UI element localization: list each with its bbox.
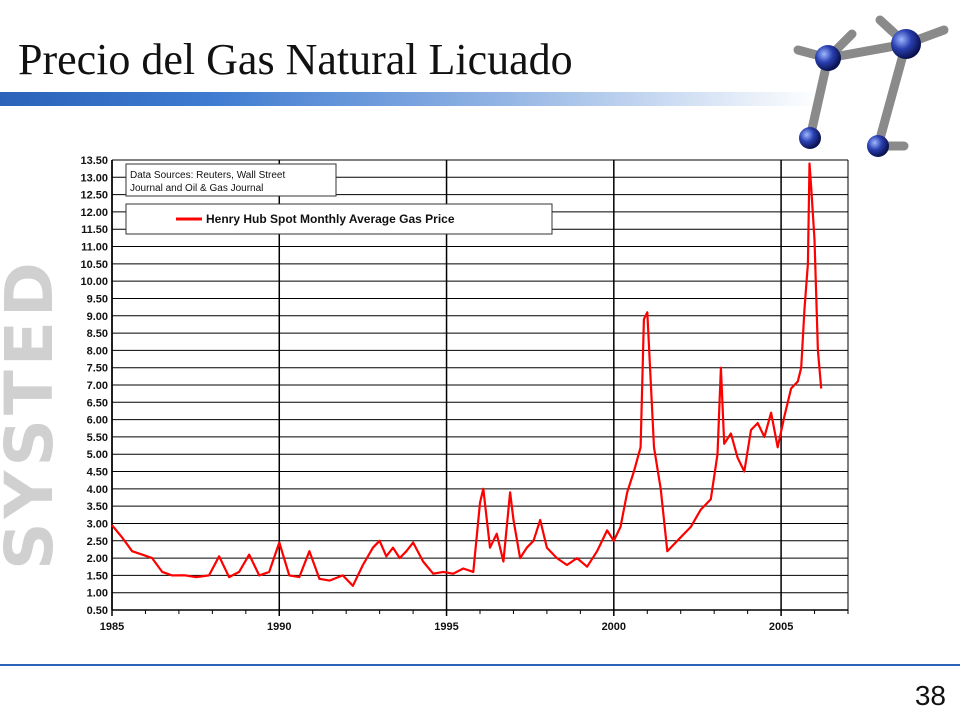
slide-title: Precio del Gas Natural Licuado (18, 35, 573, 84)
y-tick-label: 12.50 (80, 190, 108, 202)
y-tick-label: 11.00 (81, 242, 108, 254)
y-tick-label: 12.00 (80, 207, 108, 219)
y-tick-label: 3.50 (87, 501, 108, 513)
y-tick-label: 9.50 (87, 293, 108, 305)
series-line-0 (111, 162, 823, 587)
y-tick-label: 4.00 (87, 484, 108, 496)
x-tick-labels: 1985 1990 1995 2000 2005 (100, 621, 794, 630)
x-tick-label: 1990 (267, 621, 291, 630)
source-note-line-1: Data Sources: Reuters, Wall Street (130, 170, 285, 181)
source-note-line-2: Journal and Oil & Gas Journal (130, 183, 263, 194)
chart-legend: Henry Hub Spot Monthly Average Gas Price (125, 203, 553, 235)
page-number: 38 (914, 680, 946, 711)
title-underline-bar (0, 92, 820, 106)
x-tick-label: 2000 (602, 621, 626, 630)
footer-line (0, 664, 960, 666)
series-layer (111, 162, 823, 587)
y-tick-label: 1.00 (87, 588, 108, 600)
y-tick-label: 3.00 (87, 518, 108, 530)
y-tick-label: 6.00 (87, 415, 108, 427)
x-tick-label: 1985 (100, 621, 124, 630)
chart-axes (111, 160, 849, 614)
legend-label: Henry Hub Spot Monthly Average Gas Price (206, 212, 455, 226)
y-tick-label: 8.00 (87, 345, 108, 357)
watermark-logo: SYSTED (0, 258, 60, 570)
y-tick-label: 7.50 (87, 363, 108, 375)
y-tick-label: 13.50 (80, 155, 108, 167)
x-tick-label: 2005 (769, 621, 793, 630)
x-tick-label: 1995 (434, 621, 458, 630)
gas-price-chart: 0.50 1.00 1.50 2.00 2.50 3.00 3.50 4.00 4.50 5.00… (80, 155, 849, 630)
y-tick-label: 10.00 (80, 276, 108, 288)
y-tick-label: 2.00 (87, 553, 108, 565)
y-tick-label: 10.50 (80, 259, 108, 271)
molecule-graphic (793, 15, 949, 157)
y-tick-label: 4.50 (87, 467, 108, 479)
y-tick-label: 7.00 (87, 380, 108, 392)
y-tick-label: 2.50 (87, 536, 108, 548)
watermark-text: SYSTED (0, 258, 60, 570)
y-tick-label: 8.50 (87, 328, 108, 340)
y-tick-label: 6.50 (87, 397, 108, 409)
y-tick-label: 11.50 (81, 224, 108, 236)
y-tick-label: 1.50 (87, 570, 108, 582)
y-tick-label: 5.50 (87, 432, 108, 444)
y-tick-label: 5.00 (87, 449, 108, 461)
source-note-box: Data Sources: Reuters, Wall Street Journ… (125, 163, 337, 197)
y-tick-labels: 0.50 1.00 1.50 2.00 2.50 3.00 3.50 4.00 4.50 5.00… (80, 155, 108, 617)
y-tick-label: 9.00 (87, 311, 108, 323)
y-tick-label: 13.00 (80, 172, 108, 184)
y-tick-label: 0.50 (87, 605, 108, 617)
